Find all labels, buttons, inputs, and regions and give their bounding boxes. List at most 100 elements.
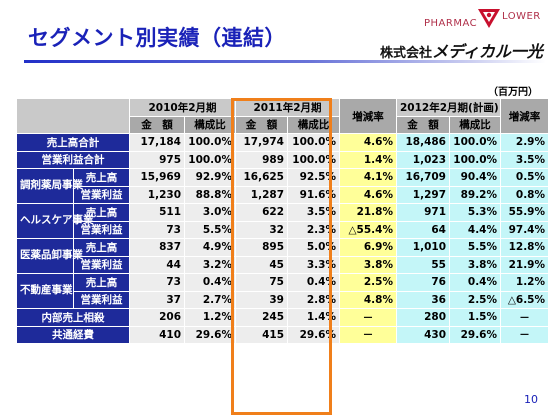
cell-amount-2010: 206	[129, 308, 185, 327]
cell-ratio-2010: 0.4%	[184, 273, 236, 292]
cell-amount-2012: 36	[396, 290, 450, 309]
cell-amount-2011: 45	[235, 255, 288, 274]
cell-change-2012: 3.5%	[500, 150, 550, 169]
cell-ratio-2012: 2.5%	[448, 290, 502, 309]
row-label: 営業利益合計	[16, 150, 130, 169]
cell-ratio-2011: 3.5%	[287, 203, 340, 222]
cell-ratio-2010: 3.2%	[184, 255, 236, 274]
table-row: 内部売上相殺 206 1.2% 245 1.4% － 280 1.5% －	[16, 308, 550, 327]
segment-label: 医薬品卸事業	[16, 238, 83, 274]
row-label: 共通経費	[16, 325, 130, 344]
header-amount-2011: 金 額	[235, 115, 288, 134]
cell-ratio-2012: 89.2%	[448, 185, 502, 204]
table-row: 営業利益 73 5.5% 32 2.3% △55.4% 64 4.4% 97.4%	[17, 220, 550, 239]
cell-ratio-2010: 5.5%	[184, 220, 236, 239]
cell-ratio-2012: 100.0%	[448, 150, 502, 169]
cell-ratio-2010: 100.0%	[184, 133, 236, 152]
cell-change-2011: －	[339, 325, 397, 344]
header-row-periods: 2010年2月期 2011年2月期 増減率 2012年2月期(計画) 増減率	[16, 98, 550, 134]
cell-ratio-2011: 2.3%	[287, 220, 340, 239]
cell-ratio-2012: 1.5%	[448, 308, 502, 327]
row-sub-label: 売上高	[73, 273, 130, 292]
row-label: 内部売上相殺	[16, 308, 130, 327]
cell-change-2011: 4.6%	[339, 185, 397, 204]
cell-ratio-2011: 5.0%	[287, 238, 340, 257]
row-sub-label: 売上高	[73, 238, 130, 257]
header-period-2010: 2010年2月期	[129, 98, 236, 117]
cell-ratio-2011: 92.5%	[287, 168, 340, 187]
cell-change-2012: 12.8%	[500, 238, 550, 257]
cell-change-2011: 4.8%	[339, 290, 397, 309]
cell-amount-2012: 64	[396, 220, 450, 239]
cell-ratio-2012: 5.3%	[448, 203, 502, 222]
cell-change-2012: －	[500, 308, 550, 327]
cell-ratio-2011: 29.6%	[287, 325, 340, 344]
cell-amount-2011: 989	[235, 150, 288, 169]
cell-amount-2012: 18,486	[396, 133, 450, 152]
header-ratio-2010: 構成比	[184, 115, 236, 134]
cell-amount-2012: 430	[396, 325, 450, 344]
cell-amount-2011: 415	[235, 325, 288, 344]
cell-ratio-2011: 2.8%	[287, 290, 340, 309]
header-amount-2010: 金 額	[129, 115, 185, 134]
cell-ratio-2011: 0.4%	[287, 273, 340, 292]
cell-ratio-2012: 3.8%	[448, 255, 502, 274]
header-row-columns: 金 額 構成比 金 額 構成比 金 額 構成比	[17, 115, 549, 134]
header-period-2011: 2011年2月期	[235, 98, 340, 117]
cell-change-2011: 3.8%	[339, 255, 397, 274]
cell-ratio-2012: 5.5%	[448, 238, 502, 257]
row-sub-label: 営業利益	[73, 220, 130, 239]
cell-ratio-2012: 29.6%	[448, 325, 502, 344]
header-amount-2012: 金 額	[396, 115, 450, 134]
table-row: 売上高合計 17,184 100.0% 17,974 100.0% 4.6% 18,486 1…	[16, 133, 550, 152]
cell-amount-2010: 15,969	[129, 168, 185, 187]
cell-amount-2010: 73	[129, 220, 185, 239]
table-row: ヘルスケア事業 売上高 511 3.0% 622 3.5% 21.8% 971 5.3% 55.9…	[16, 203, 550, 239]
cell-change-2011: 1.4%	[339, 150, 397, 169]
logo-company-name: 株式会社メディカル一光	[380, 38, 543, 62]
cell-ratio-2010: 4.9%	[184, 238, 236, 257]
cell-amount-2012: 16,709	[396, 168, 450, 187]
cell-change-2012: 21.9%	[500, 255, 550, 274]
segment-label: 調剤薬局事業	[16, 168, 83, 204]
company-logo: PHARMAC LOWER 株式会社メディカル一光	[376, 4, 546, 61]
cell-ratio-2012: 4.4%	[448, 220, 502, 239]
cell-amount-2010: 837	[129, 238, 185, 257]
page-number: 10	[524, 393, 538, 406]
cell-ratio-2012: 0.4%	[448, 273, 502, 292]
cell-change-2011: 4.6%	[339, 133, 397, 152]
cell-amount-2011: 17,974	[235, 133, 288, 152]
cell-change-2012: 1.2%	[500, 273, 550, 292]
logo-company-prefix: 株式会社	[380, 46, 433, 61]
table-row: 医薬品卸事業 売上高 837 4.9% 895 5.0% 6.9% 1,010 5.5% 12.8…	[16, 238, 550, 274]
table-row: 共通経費 410 29.6% 415 29.6% － 430 29.6% －	[16, 325, 550, 344]
cell-amount-2010: 44	[129, 255, 185, 274]
row-sub-label: 営業利益	[73, 290, 130, 309]
cell-ratio-2010: 88.8%	[184, 185, 236, 204]
cell-amount-2012: 1,023	[396, 150, 450, 169]
cell-ratio-2010: 100.0%	[184, 150, 236, 169]
cell-amount-2012: 280	[396, 308, 450, 327]
cell-amount-2011: 895	[235, 238, 288, 257]
cell-change-2011: －	[339, 308, 397, 327]
row-sub-label: 営業利益	[73, 255, 130, 274]
cell-ratio-2010: 3.0%	[184, 203, 236, 222]
cell-amount-2010: 73	[129, 273, 185, 292]
cell-ratio-2010: 29.6%	[184, 325, 236, 344]
cell-amount-2011: 245	[235, 308, 288, 327]
cell-ratio-2011: 100.0%	[287, 150, 340, 169]
cell-change-2012: 0.8%	[500, 185, 550, 204]
table-row: 営業利益 37 2.7% 39 2.8% 4.8% 36 2.5% △6.5%	[17, 290, 550, 309]
cell-amount-2010: 37	[129, 290, 185, 309]
header-ratio-2012: 構成比	[448, 115, 502, 134]
logo-pharmac-text: PHARMAC	[424, 18, 478, 29]
cell-change-2011: △55.4%	[339, 220, 397, 239]
cell-ratio-2010: 92.9%	[184, 168, 236, 187]
cell-change-2012: 55.9%	[500, 203, 550, 222]
cell-amount-2010: 17,184	[129, 133, 185, 152]
table-row: 不動産事業 売上高 73 0.4% 75 0.4% 2.5% 76 0.4% 1.2%	[16, 273, 550, 309]
table-row: 営業利益 1,230 88.8% 1,287 91.6% 4.6% 1,297 89.2% 0.…	[17, 185, 550, 204]
slide-title: セグメント別実績（連結）	[28, 26, 286, 50]
cell-amount-2011: 16,625	[235, 168, 288, 187]
header-change-2012: 増減率	[500, 98, 550, 134]
